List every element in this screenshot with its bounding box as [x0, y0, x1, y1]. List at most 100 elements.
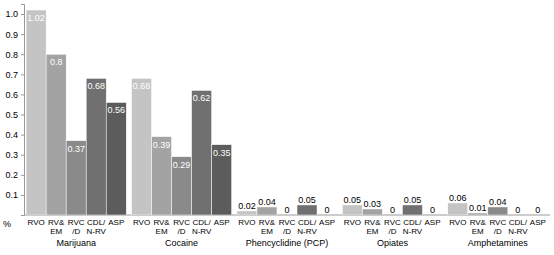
bar	[257, 207, 277, 215]
data-label: 0.02	[238, 201, 256, 211]
x-tick: Cocaine	[165, 237, 198, 248]
data-label: 0	[535, 205, 540, 215]
bar	[86, 78, 106, 215]
y-tick-label: 0.2	[5, 170, 18, 180]
data-label: 0	[515, 205, 520, 215]
y-tick-label: 1.0	[5, 9, 18, 19]
category-label: Phencyclidine (PCP)	[246, 238, 329, 248]
bar-series-label: RVC/D	[279, 218, 296, 236]
x-tick: Opiates	[377, 237, 409, 248]
bar	[172, 157, 192, 215]
y-axis-label: %	[3, 219, 11, 229]
bar-series-label: ASP	[108, 218, 124, 227]
y-tick-label: 0.9	[5, 30, 18, 40]
bar	[212, 145, 232, 215]
bar	[402, 205, 422, 215]
y-tick-label: 0.5	[5, 110, 18, 120]
y-tick: 0.2	[5, 170, 24, 180]
y-tick-label: 0.3	[5, 150, 18, 160]
category-label: Opiates	[377, 238, 409, 248]
bar-series-label: CDL/N-RV	[297, 218, 317, 236]
bar	[237, 211, 257, 215]
y-tick-mark	[21, 74, 24, 75]
bar-series-label: RV&EM	[153, 218, 170, 236]
data-label: 0.56	[107, 105, 125, 115]
bar-series-label: RVO	[238, 218, 255, 227]
bar	[297, 205, 317, 215]
y-tick-label: 0.6	[5, 90, 18, 100]
data-label: 0.05	[298, 195, 316, 205]
data-label: 0.8	[50, 57, 63, 67]
data-label: 0.04	[489, 197, 507, 207]
plot: 0.1 0.2 0.3 0.4 0.5 0.6 0.7 0.8 0.9 1.0 1.02 RVO 0.8…	[5, 5, 550, 249]
y-axis: 0.1 0.2 0.3 0.4 0.5 0.6 0.7 0.8 0.9 1.0	[5, 5, 24, 216]
y-tick: 1.0	[5, 9, 24, 19]
bar-series-label: RVC/D	[68, 218, 85, 236]
category-label: Cocaine	[165, 238, 198, 248]
bar-series-label: RV&EM	[470, 218, 487, 236]
y-tick: 0.9	[5, 30, 24, 40]
y-tick-mark	[21, 54, 24, 55]
y-tick: 0.7	[5, 70, 24, 80]
bar	[26, 10, 46, 215]
bar-series-label: RVC/D	[173, 218, 190, 236]
bar-series-label: RVO	[344, 218, 361, 227]
data-label: 0.62	[193, 93, 211, 103]
bar	[362, 209, 382, 215]
data-label: 0.06	[449, 193, 467, 203]
bar-series-label: ASP	[319, 218, 335, 227]
bar	[152, 137, 172, 215]
bar	[488, 207, 508, 215]
bar-series-label: RVC/D	[384, 218, 401, 236]
x-tick: Amphetamines	[468, 237, 529, 248]
y-tick: 0.6	[5, 90, 24, 100]
x-tick: Marijuana	[56, 237, 96, 248]
x-tick: Phencyclidine (PCP)	[246, 237, 329, 248]
y-tick: 0.5	[5, 110, 24, 120]
data-label: 0.05	[404, 195, 422, 205]
y-tick-label: 0.7	[5, 70, 18, 80]
y-tick-label: 0.1	[5, 190, 18, 200]
data-label: 0	[284, 205, 289, 215]
bar	[342, 205, 362, 215]
data-label: 0.04	[258, 197, 276, 207]
data-label: 0.37	[67, 144, 85, 154]
bar	[468, 213, 488, 215]
y-tick-mark	[21, 94, 24, 95]
bar-series-label: ASP	[214, 218, 230, 227]
y-tick-mark	[21, 155, 24, 156]
data-label: 0.05	[344, 195, 362, 205]
y-tick: 0.8	[5, 50, 24, 60]
x-axis: Marijuana Cocaine Phencyclidine (PCP) Opiat…	[56, 237, 528, 248]
bar-series-label: CDL/N-RV	[508, 218, 528, 236]
data-label: 0.68	[87, 81, 105, 91]
data-label: 0.35	[213, 148, 231, 158]
chart: 0.1 0.2 0.3 0.4 0.5 0.6 0.7 0.8 0.9 1.0 1.02 RVO 0.8…	[0, 0, 554, 255]
bar	[132, 78, 152, 215]
bar-series-label: RVO	[133, 218, 150, 227]
bar-series-label: RV&EM	[364, 218, 381, 236]
bar-series-label: RV&EM	[259, 218, 276, 236]
data-label: 0	[325, 205, 330, 215]
y-tick-mark	[21, 115, 24, 116]
bar-series-label: ASP	[424, 218, 440, 227]
y-tick-mark	[21, 14, 24, 15]
data-label: 0.39	[153, 140, 171, 150]
y-tick-label: 0.8	[5, 50, 18, 60]
y-tick-mark	[21, 34, 24, 35]
data-label: 0.03	[364, 199, 382, 209]
data-label: 0	[390, 205, 395, 215]
y-tick-mark	[21, 195, 24, 196]
y-tick-label: 0.4	[5, 130, 18, 140]
data-label: 0.29	[173, 160, 191, 170]
bars	[26, 10, 508, 215]
bar-series-label: RVO	[449, 218, 466, 227]
bar	[46, 54, 66, 215]
y-tick: 0.1	[5, 190, 24, 200]
y-tick: 0.3	[5, 150, 24, 160]
y-axis-line	[21, 5, 25, 216]
y-tick-mark	[21, 175, 24, 176]
bar-series-label: CDL/N-RV	[86, 218, 106, 236]
data-label: 1.02	[27, 13, 45, 23]
labels: 1.02 RVO 0.8 RV&EM 0.37 RVC/D 0.68 CDL/N-RV 0.56…	[27, 13, 546, 236]
